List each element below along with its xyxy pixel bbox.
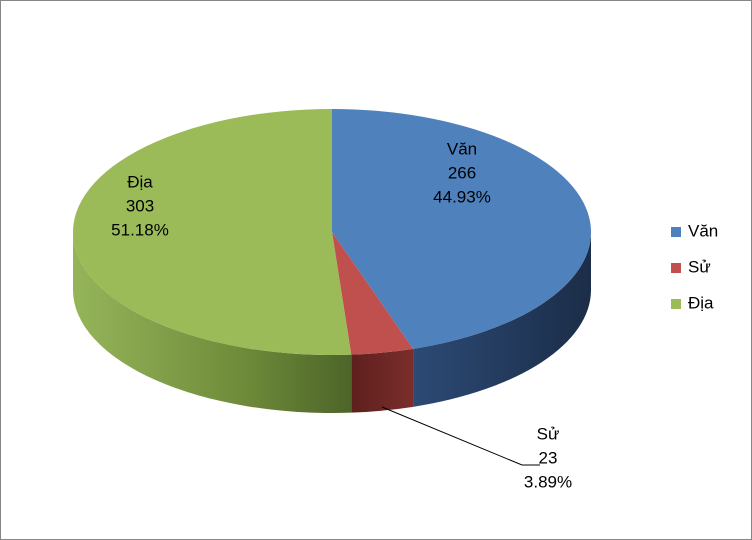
data-label-value: 266 — [448, 163, 476, 182]
legend-swatch — [671, 227, 681, 237]
data-label-percent: 3.89% — [524, 472, 572, 491]
legend-label: Văn — [688, 221, 718, 240]
slice-side — [351, 348, 414, 413]
data-label-percent: 51.18% — [111, 220, 169, 239]
data-label-percent: 44.93% — [433, 187, 491, 206]
legend-label: Địa — [688, 293, 714, 312]
data-label-name: Sử — [537, 424, 560, 443]
slice — [332, 232, 414, 355]
slice-side — [73, 232, 352, 414]
slice — [332, 109, 591, 349]
data-label-value: 303 — [126, 196, 154, 215]
data-label-name: Văn — [447, 139, 477, 158]
slice — [73, 109, 352, 356]
data-label-value: 23 — [539, 448, 558, 467]
slice-side — [413, 232, 591, 407]
leader-line — [381, 406, 540, 466]
data-label-name: Địa — [127, 172, 153, 191]
legend-label: Sử — [688, 257, 711, 276]
legend-swatch — [671, 299, 681, 309]
legend-swatch — [671, 263, 681, 273]
